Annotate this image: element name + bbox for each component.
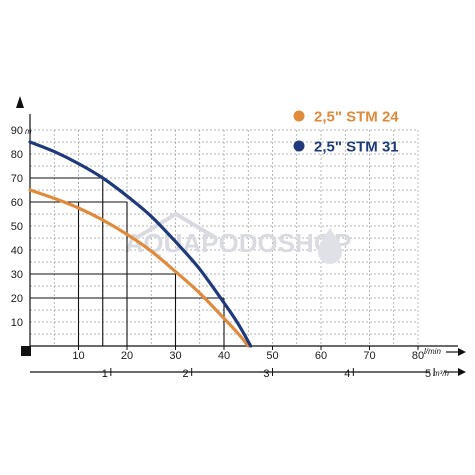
y-unit-label: m	[25, 127, 32, 136]
series-line-2	[28, 140, 253, 348]
x-unit-label: l/min	[424, 347, 441, 356]
legend-label-2: 2,5" STM 31	[314, 139, 399, 156]
watermark: AQUAPODOSHOP	[125, 211, 352, 264]
x-arrow-icon	[458, 348, 466, 356]
x2-arrow-icon	[458, 368, 466, 376]
y-tick-label: 90	[11, 125, 23, 137]
y-tick-label: 60	[11, 197, 23, 209]
x-tick-label: 50	[266, 350, 278, 362]
legend-label-1: 2,5" STM 24	[314, 109, 399, 126]
x-tick-label: 60	[315, 350, 327, 362]
x-tick-label: 40	[218, 350, 230, 362]
series-lines	[28, 140, 253, 348]
series-line-1	[28, 188, 250, 348]
watermark-roof-icon	[134, 211, 218, 240]
x2-tick-label: 3	[263, 368, 269, 380]
origin-marker	[21, 346, 31, 356]
operating-point-lines	[30, 177, 225, 346]
grid	[30, 129, 419, 346]
x2-tick-label: 2	[183, 368, 189, 380]
water-drop-icon	[318, 228, 342, 264]
x-tick-label: 30	[169, 350, 181, 362]
x-tick-label: 80	[412, 350, 424, 362]
x-tick-label: 70	[363, 350, 375, 362]
axes	[16, 96, 466, 376]
y-tick-label: 80	[11, 149, 23, 161]
y-tick-label: 70	[11, 173, 23, 185]
x-tick-label: 10	[72, 350, 84, 362]
x2-unit-label: m³/h	[433, 369, 450, 378]
legend-marker-1	[293, 110, 305, 122]
y-tick-label: 40	[11, 245, 23, 257]
legend: 2,5" STM 24 2,5" STM 31	[293, 109, 399, 156]
y-tick-label: 50	[11, 221, 23, 233]
y-tick-label: 30	[11, 269, 23, 281]
y-tick-label: 20	[11, 293, 23, 305]
x2-tick-label: 1	[102, 368, 108, 380]
legend-marker-2	[293, 140, 305, 152]
x2-tick-label: 4	[344, 368, 350, 380]
y-tick-label: 10	[11, 317, 23, 329]
x-tick-label: 20	[121, 350, 133, 362]
watermark-text: AQUAPODOSHOP	[125, 228, 352, 258]
x2-tick-label: 5	[425, 368, 431, 380]
